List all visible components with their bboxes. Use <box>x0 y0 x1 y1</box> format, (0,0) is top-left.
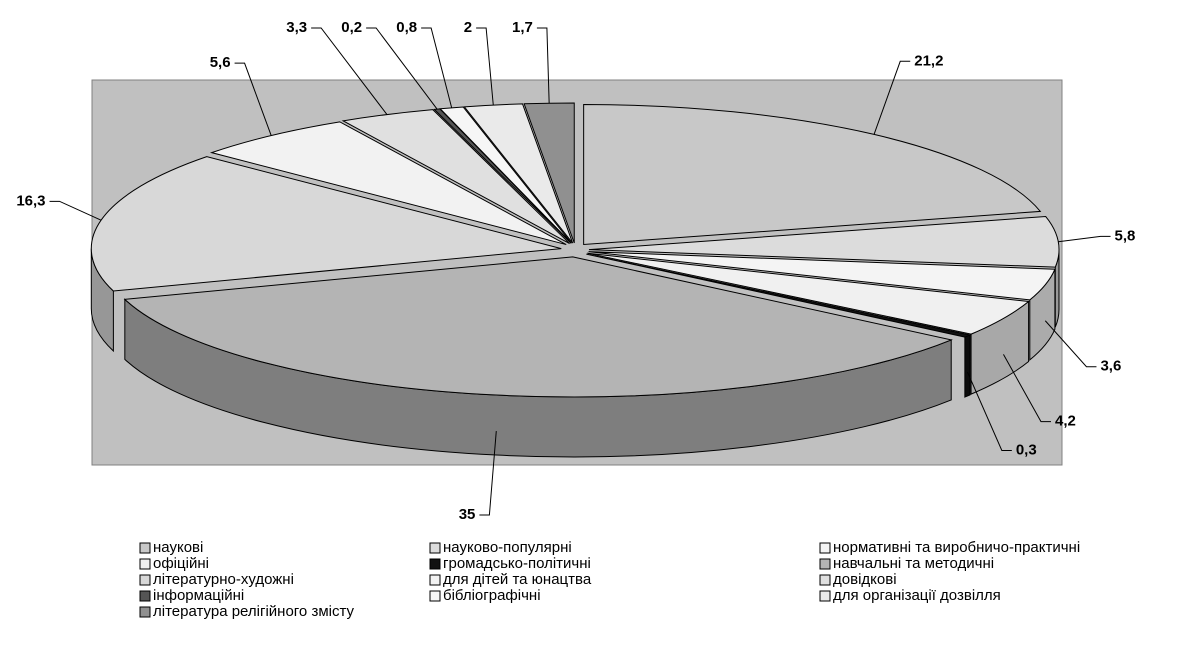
data-label: 2 <box>464 19 472 36</box>
leader-line <box>421 27 453 108</box>
legend-swatch <box>139 606 151 618</box>
legend-label: інформаційні <box>153 587 244 604</box>
legend-swatch <box>819 558 831 570</box>
legend-swatch <box>429 542 441 554</box>
legend-swatch <box>429 590 441 602</box>
data-label: 16,3 <box>16 192 45 209</box>
leader-line <box>234 62 272 136</box>
slice <box>523 102 575 244</box>
legend-label: література релігійного змісту <box>153 603 354 620</box>
legend-label: бібліографічні <box>443 587 541 604</box>
legend-label: для організації дозвілля <box>833 587 1001 604</box>
data-label: 0,2 <box>341 19 362 36</box>
legend-label: науково-популярні <box>443 539 572 556</box>
data-label: 5,8 <box>1115 227 1136 244</box>
legend-label: нормативні та виробничо-практичні <box>833 539 1080 556</box>
legend-label: для дітей та юнацтва <box>443 571 592 588</box>
data-label: 3,6 <box>1100 358 1121 375</box>
legend-swatch <box>139 590 151 602</box>
data-label: 3,3 <box>286 19 307 36</box>
leader-line <box>479 431 497 516</box>
legend-swatch <box>819 590 831 602</box>
slice <box>123 256 953 398</box>
data-label: 0,3 <box>1016 441 1037 458</box>
legend-swatch <box>429 574 441 586</box>
slice <box>433 108 572 244</box>
leader-line <box>1058 235 1111 243</box>
slice-side <box>964 334 971 398</box>
leader-line <box>311 27 388 115</box>
leader-line <box>873 60 911 135</box>
legend-label: довідкові <box>833 571 897 588</box>
legend-swatch <box>139 542 151 554</box>
slice <box>90 156 562 292</box>
slice <box>588 251 1056 301</box>
leader-line <box>476 27 494 106</box>
legend-label: офіційні <box>153 555 209 572</box>
slice <box>587 252 1030 335</box>
legend-label: навчальні та методичні <box>833 555 994 572</box>
leader-line <box>536 27 550 104</box>
slice <box>583 103 1042 246</box>
leader-line <box>366 27 438 110</box>
legend-swatch <box>139 558 151 570</box>
legend-label: літературно-художні <box>153 571 294 588</box>
legend-swatch <box>429 558 441 570</box>
data-label: 21,2 <box>914 52 943 69</box>
legend-swatch <box>819 574 831 586</box>
legend-swatch <box>139 574 151 586</box>
data-label: 35 <box>459 506 476 523</box>
slice <box>588 215 1060 268</box>
data-label: 0,8 <box>396 19 417 36</box>
data-label: 1,7 <box>512 19 533 36</box>
legend-label: громадсько-політичні <box>443 555 591 572</box>
data-label: 4,2 <box>1055 413 1076 430</box>
legend-label: наукові <box>153 539 203 556</box>
legend-swatch <box>819 542 831 554</box>
leader-line <box>1044 320 1097 368</box>
slice <box>209 121 567 246</box>
slice <box>586 253 972 338</box>
leader-line <box>49 200 102 221</box>
data-label: 5,6 <box>210 54 231 71</box>
leader-line <box>966 371 1012 451</box>
leader-line <box>1003 354 1051 423</box>
